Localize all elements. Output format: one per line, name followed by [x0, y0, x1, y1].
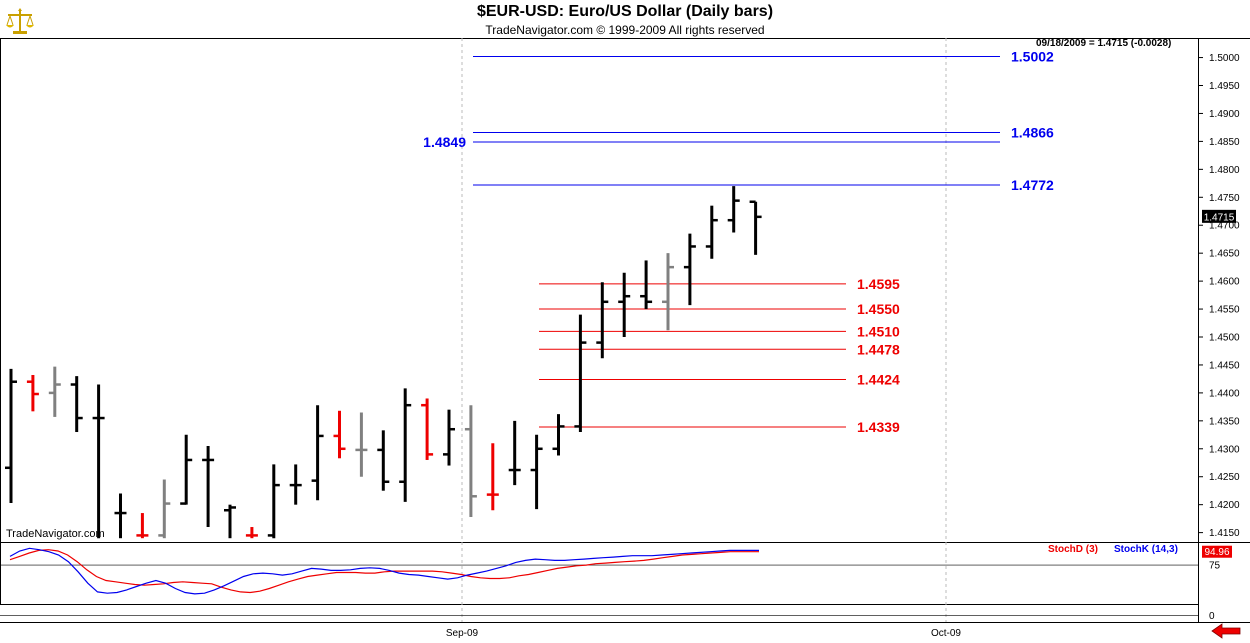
- ohlc-bar: [486, 443, 499, 511]
- last-price-label: 1.4715: [1204, 212, 1235, 223]
- ohlc-bar: [5, 368, 17, 503]
- ohlc-bar: [574, 314, 587, 433]
- ohlc-bar: [377, 430, 390, 491]
- ohlc-bar: [245, 527, 258, 539]
- ohlc-bar: [202, 445, 215, 528]
- stoch-tick-label: 75: [1209, 561, 1221, 572]
- last-stoch-label: 94.96: [1204, 547, 1229, 558]
- y-tick-label: 1.4950: [1209, 81, 1240, 92]
- y-tick-label: 1.4700: [1209, 221, 1240, 232]
- ohlc-bar: [727, 186, 740, 233]
- x-tick-label: Sep-09: [446, 628, 479, 639]
- last-price-marker: [1202, 209, 1236, 223]
- ohlc-bar: [399, 388, 412, 502]
- support-label: 1.4478: [857, 341, 900, 357]
- support-label: 1.4339: [857, 419, 900, 435]
- stochastic-panel: [0, 547, 1198, 616]
- ohlc-bar: [26, 375, 39, 412]
- plot-border: [0, 38, 1199, 605]
- y-axis-ticks: 1.4150 1.4200 1.4250 1.4300 1.4350 1.4400 1.44…: [1198, 53, 1240, 622]
- ohlc-bar: [618, 272, 631, 338]
- support-label: 1.4550: [857, 301, 900, 317]
- resistance-label: 1.4866: [1011, 124, 1054, 140]
- left-arrow-icon[interactable]: [1210, 623, 1242, 639]
- ohlc-bar: [180, 434, 193, 505]
- last-value-markers: 1.4715 94.96: [1202, 209, 1236, 558]
- y-tick-label: 1.4800: [1209, 165, 1240, 176]
- ohlc-bar: [749, 200, 762, 255]
- ohlc-bar: [662, 253, 674, 331]
- support-label: 1.4424: [857, 371, 900, 387]
- ohlc-bar: [464, 405, 477, 517]
- ohlc-bar: [224, 504, 236, 539]
- y-tick-label: 1.4600: [1209, 277, 1240, 288]
- scales-icon: [6, 8, 34, 34]
- chart-title: $EUR-USD: Euro/US Dollar (Daily bars): [476, 3, 774, 20]
- ohlc-bar: [640, 260, 653, 310]
- price-levels: 1.5002 1.4866 1.4849 1.4772 1.4595 1.4550 1.45…: [423, 48, 1054, 435]
- ohlc-bar: [596, 282, 609, 359]
- stoch-tick-label: 0: [1209, 611, 1215, 622]
- y-tick-label: 1.4200: [1209, 500, 1240, 511]
- y-tick-label: 1.4250: [1209, 472, 1240, 483]
- ohlc-bar: [705, 205, 718, 259]
- y-tick-label: 1.4150: [1209, 528, 1240, 539]
- ohlc-bar: [114, 493, 127, 539]
- grid-lines: [461, 38, 947, 622]
- y-tick-label: 1.4900: [1209, 109, 1240, 120]
- ohlc-bar: [508, 420, 521, 486]
- ohlc-bar: [92, 384, 105, 539]
- legend-stochd: StochD (3): [1048, 544, 1098, 555]
- y-tick-label: 1.4850: [1209, 137, 1240, 148]
- legend-stochk: StochK (14,3): [1114, 544, 1178, 555]
- ohlc-bar: [267, 464, 280, 539]
- x-axis-ticks: Sep-09 Oct-09: [446, 628, 962, 639]
- ohlc-bar: [421, 398, 434, 460]
- ohlc-bar: [311, 405, 324, 501]
- support-label: 1.4510: [857, 323, 900, 339]
- ohlc-bar: [289, 464, 302, 505]
- ohlc-bars: [5, 186, 762, 539]
- stochk-line: [9, 547, 759, 595]
- y-tick-label: 1.4400: [1209, 388, 1240, 399]
- watermark: TradeNavigator.com: [6, 528, 105, 540]
- stochd-line: [9, 549, 759, 594]
- ohlc-bar: [552, 414, 565, 456]
- last-stoch-marker: [1202, 545, 1232, 558]
- ohlc-bar: [48, 366, 61, 417]
- ohlc-bar: [158, 479, 171, 539]
- ohlc-bar: [683, 233, 696, 306]
- chart-frame: [0, 38, 1250, 623]
- resistance-label: 1.5002: [1011, 48, 1054, 64]
- ohlc-bar: [333, 410, 346, 459]
- support-label: 1.4595: [857, 276, 900, 292]
- y-tick-label: 1.4350: [1209, 416, 1240, 427]
- y-tick-label: 1.4500: [1209, 333, 1240, 344]
- resistance-label: 1.4772: [1011, 177, 1054, 193]
- resistance-label: 1.4849: [423, 134, 466, 150]
- y-tick-label: 1.5000: [1209, 53, 1240, 64]
- ohlc-bar: [530, 434, 543, 510]
- y-tick-label: 1.4550: [1209, 305, 1240, 316]
- price-readout: 09/18/2009 = 1.4715 (-0.0028): [1036, 38, 1172, 49]
- y-tick-label: 1.4300: [1209, 444, 1240, 455]
- ohlc-bar: [70, 376, 83, 433]
- x-tick-label: Oct-09: [931, 628, 961, 639]
- ohlc-bar: [355, 412, 368, 477]
- y-tick-label: 1.4450: [1209, 360, 1240, 371]
- ohlc-bar: [443, 409, 455, 466]
- ohlc-bar: [136, 513, 149, 539]
- chart-subtitle: TradeNavigator.com © 1999-2009 All right…: [485, 23, 765, 37]
- y-tick-label: 1.4650: [1209, 249, 1240, 260]
- y-tick-label: 1.4750: [1209, 193, 1240, 204]
